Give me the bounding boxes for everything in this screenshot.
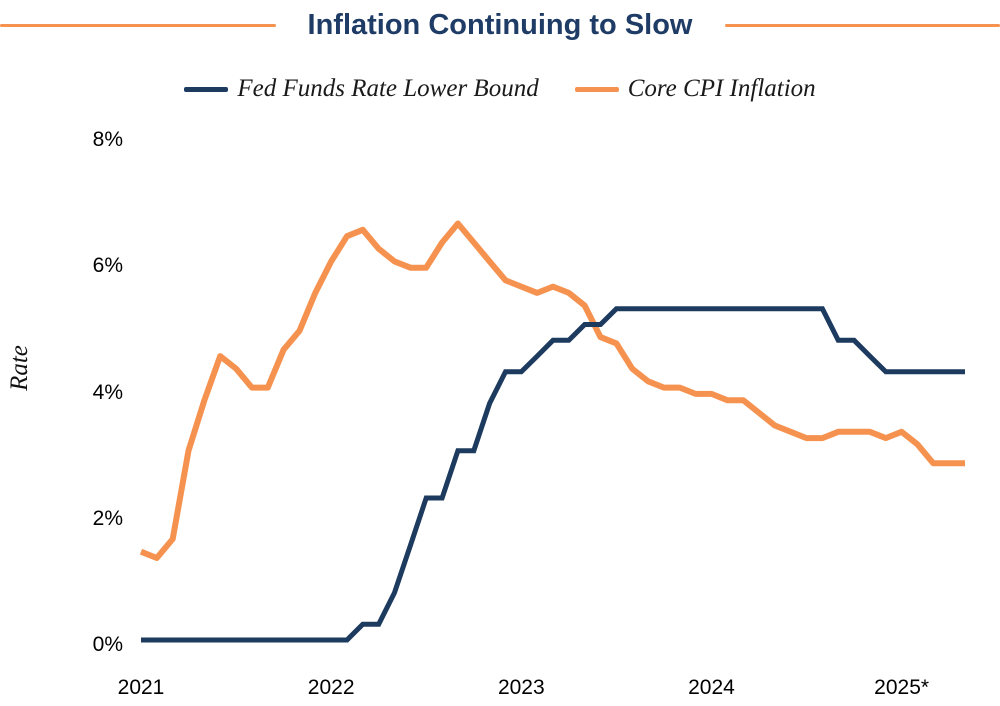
y-tick-label-8: 8% (92, 128, 123, 152)
fed-funds-line-swatch (184, 86, 229, 92)
fed-funds-line (141, 306, 965, 643)
x-tick-label-2024: 2024 (688, 676, 735, 699)
legend-item-fed-funds: Fed Funds Rate Lower Bound (184, 75, 539, 103)
y-tick-label-6: 6% (92, 254, 123, 278)
y-tick-label-2: 2% (92, 506, 123, 530)
title-rule-left (0, 23, 276, 27)
y-tick-label-4: 4% (92, 380, 123, 404)
legend: Fed Funds Rate Lower Bound Core CPI Infl… (0, 75, 1000, 103)
y-tick-label-0: 0% (92, 633, 123, 656)
x-tick-label-2021: 2021 (117, 676, 165, 699)
x-tick-label-2022: 2022 (307, 676, 355, 699)
x-tick-label-2023: 2023 (497, 676, 545, 699)
x-tick-label-2025: 2025* (874, 676, 930, 699)
core-cpi-line-swatch (574, 86, 619, 92)
legend-label-core-cpi: Core CPI Inflation (627, 75, 816, 102)
legend-label-fed-funds: Fed Funds Rate Lower Bound (237, 75, 539, 102)
legend-item-core-cpi: Core CPI Inflation (574, 75, 816, 103)
page-title: Inflation Continuing to Slow (307, 9, 693, 41)
core-cpi-line (139, 220, 965, 561)
chart-header: Inflation Continuing to Slow (0, 8, 1000, 42)
title-rule-right (724, 23, 1000, 27)
